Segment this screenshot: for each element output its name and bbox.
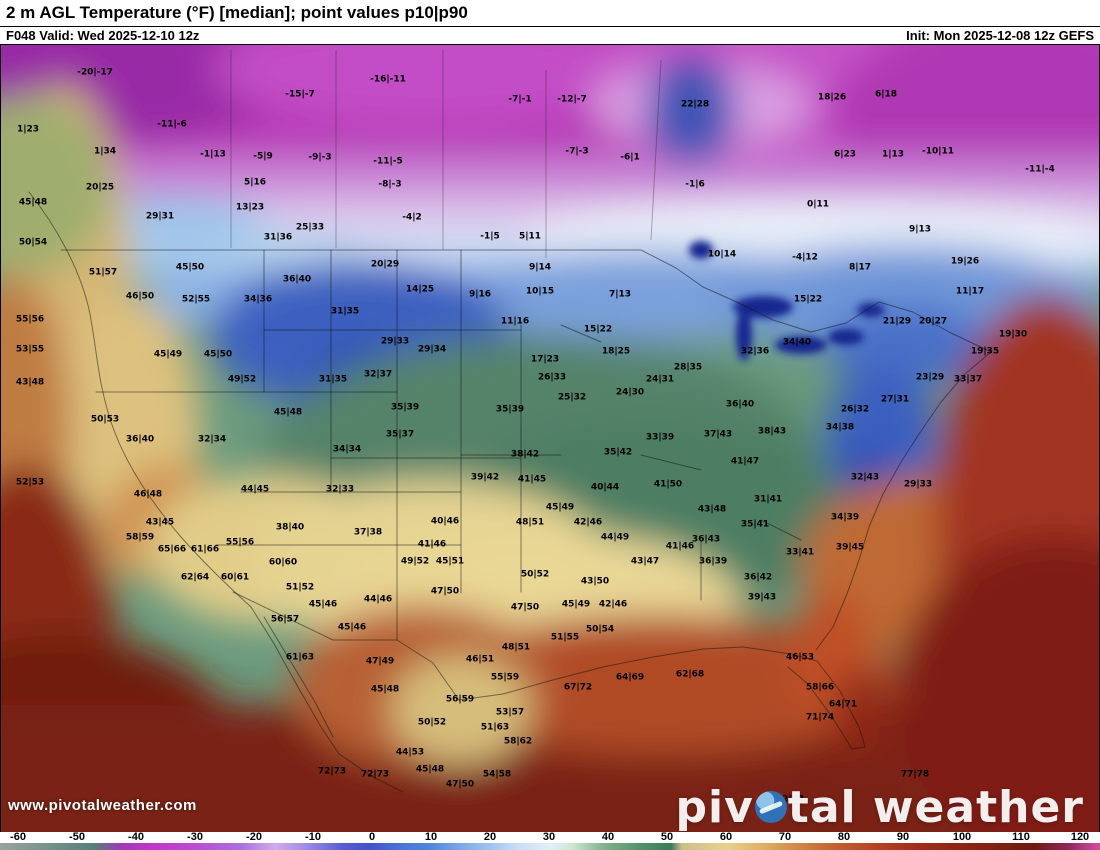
colorbar-tick: 0 — [368, 831, 376, 843]
valid-time-label: F048 Valid: Wed 2025-12-10 12z — [6, 28, 200, 43]
colorbar-tick: 10 — [424, 831, 438, 843]
boundary-lines — [28, 50, 992, 793]
pivotal-weather-logo: piv tal weather — [676, 786, 1084, 830]
colorbar-tick: -40 — [128, 831, 144, 843]
brand-text-post: tal weather — [787, 782, 1084, 833]
title-bar: 2 m AGL Temperature (°F) [median]; point… — [0, 0, 1100, 27]
colorbar-gradient — [0, 843, 1100, 850]
site-url-watermark[interactable]: www.pivotalweather.com — [8, 797, 197, 814]
brand-text-pre: piv — [675, 782, 754, 833]
page-title: 2 m AGL Temperature (°F) [median]; point… — [6, 3, 468, 22]
great-lakes — [689, 241, 885, 361]
temperature-colorbar: -60 -50 -40 -30 -20 -10 0 10 20 30 40 50 60 70 80 90 100… — [0, 831, 1100, 850]
init-time-label: Init: Mon 2025-12-08 12z GEFS — [906, 28, 1094, 43]
forecast-info-bar: F048 Valid: Wed 2025-12-10 12z Init: Mon… — [0, 27, 1100, 45]
colorbar-tick: 100 — [952, 831, 972, 843]
colorbar-tick: -30 — [187, 831, 203, 843]
colorbar-tick: -50 — [69, 831, 85, 843]
colorbar-tick: 110 — [1012, 831, 1030, 843]
colorbar-tick: 30 — [542, 831, 556, 843]
colorbar-tick: 50 — [660, 831, 674, 843]
colorbar-tick: -10 — [305, 831, 321, 843]
colorbar-tick: 120 — [1070, 831, 1090, 843]
colorbar-tick: 20 — [483, 831, 497, 843]
pivotal-globe-icon — [754, 791, 787, 823]
colorbar-tick: 80 — [837, 831, 851, 843]
colorbar-tick: 90 — [896, 831, 910, 843]
colorbar-tick: 40 — [601, 831, 615, 843]
colorbar-tick: 70 — [778, 831, 792, 843]
colorbar-tick: 60 — [719, 831, 733, 843]
temperature-field — [1, 45, 1099, 832]
colorbar-tick: -60 — [10, 831, 26, 843]
temperature-map[interactable] — [0, 45, 1100, 832]
colorbar-tick: -20 — [246, 831, 262, 843]
